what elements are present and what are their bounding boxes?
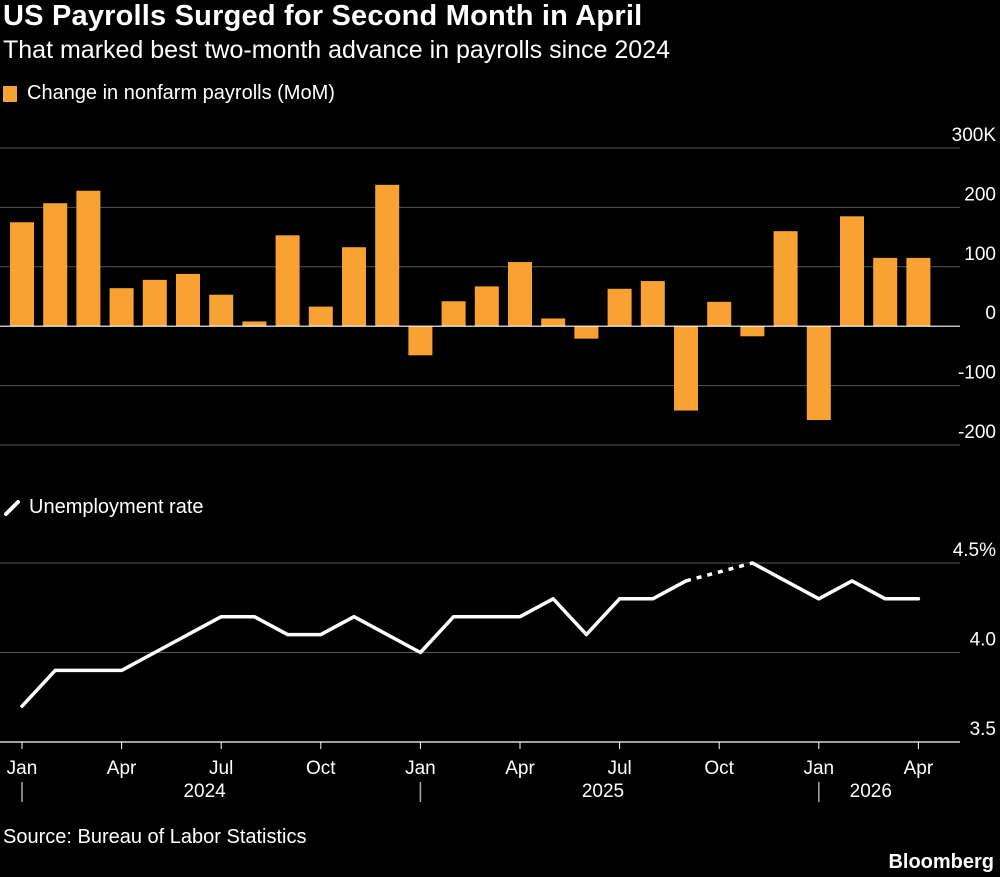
bloomberg-logo: Bloomberg <box>888 851 994 873</box>
unemployment-ytick-label: 4.0 <box>970 630 996 651</box>
payrolls-legend-label: Change in nonfarm payrolls (MoM) <box>27 82 335 104</box>
payrolls-bar <box>242 321 267 327</box>
unemployment-legend-swatch <box>4 499 20 516</box>
chart-subtitle: That marked best two-month advance in pa… <box>3 36 671 64</box>
payrolls-bar <box>441 301 466 327</box>
payrolls-bar <box>674 326 698 411</box>
payrolls-bar <box>408 326 433 356</box>
payrolls-ytick-label: 0 <box>985 303 996 324</box>
payrolls-bar <box>508 262 532 327</box>
payrolls-ytick-label: -200 <box>958 422 996 443</box>
unemployment-ytick-label: 3.5 <box>970 719 996 740</box>
payrolls-bar <box>806 326 831 421</box>
payrolls-bar <box>308 306 333 327</box>
year-label: 2025 <box>582 781 624 802</box>
payrolls-bar <box>275 235 300 327</box>
chart-title: US Payrolls Surged for Second Month in A… <box>3 0 643 32</box>
unemployment-ytick-label: 4.5% <box>953 540 996 561</box>
payrolls-legend-swatch <box>3 85 17 102</box>
payrolls-bar <box>375 184 400 327</box>
payrolls-bar <box>176 273 200 327</box>
x-tick-label: Jan <box>803 758 834 779</box>
x-tick-label: Oct <box>306 758 336 779</box>
payrolls-bar <box>142 279 167 327</box>
x-tick-label: Jul <box>209 758 233 779</box>
payrolls-ytick-label: -100 <box>958 363 996 384</box>
payrolls-bar <box>342 247 366 327</box>
x-tick-label: Apr <box>107 758 137 779</box>
payrolls-legend: Change in nonfarm payrolls (MoM) <box>3 82 335 105</box>
x-tick-label: Jul <box>607 758 631 779</box>
payrolls-bar <box>873 257 898 327</box>
payrolls-bar <box>840 216 864 327</box>
unemployment-legend-label: Unemployment rate <box>29 496 204 518</box>
unemployment-gap-dashed <box>685 561 753 583</box>
payrolls-bar <box>43 203 68 327</box>
payrolls-ytick-label: 300K <box>952 125 997 146</box>
payrolls-bar <box>773 231 798 327</box>
payrolls-bar <box>109 288 134 327</box>
payrolls-bar <box>740 326 765 337</box>
x-tick-label: Apr <box>505 758 535 779</box>
x-tick-label: Apr <box>904 758 934 779</box>
payrolls-bar <box>76 190 101 327</box>
year-label: 2026 <box>850 781 892 802</box>
payrolls-bar <box>906 257 931 327</box>
payrolls-bar <box>209 294 234 327</box>
payrolls-bar <box>707 301 732 327</box>
payrolls-bar <box>474 286 499 327</box>
payrolls-bar <box>574 326 599 339</box>
unemployment-line <box>750 561 921 601</box>
payrolls-bar <box>541 318 566 327</box>
x-tick-label: Jan <box>405 758 436 779</box>
unemployment-legend: Unemployment rate <box>3 496 204 519</box>
x-tick-label: Jan <box>7 758 38 779</box>
year-label: 2024 <box>183 781 226 802</box>
payrolls-bar <box>640 281 665 327</box>
x-tick-label: Oct <box>704 758 734 779</box>
payrolls-ytick-label: 200 <box>964 184 996 205</box>
payrolls-ytick-label: 100 <box>964 244 996 265</box>
unemployment-line <box>20 579 688 708</box>
source-note: Source: Bureau of Labor Statistics <box>3 826 307 848</box>
payrolls-bar <box>607 288 632 327</box>
payrolls-bar <box>10 222 34 327</box>
